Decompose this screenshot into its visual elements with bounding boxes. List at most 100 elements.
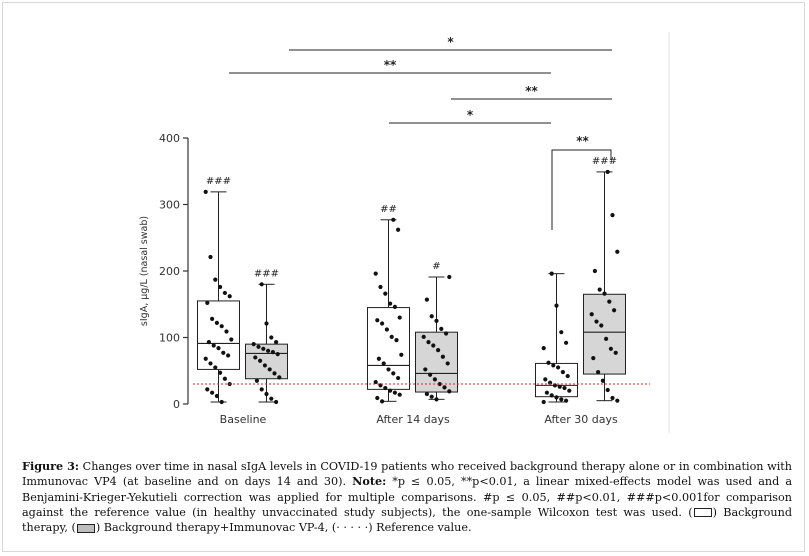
data-point [269,335,274,340]
y-tick-label: 0 [173,398,180,411]
y-tick-label: 200 [159,265,180,278]
data-point [389,334,394,339]
data-point [444,331,449,336]
data-point [554,395,559,400]
data-point [208,361,213,366]
data-point [213,365,218,370]
data-point [224,329,229,334]
data-point [549,393,554,398]
data-point [596,369,601,375]
data-point [208,254,213,260]
significance-bracket [551,149,612,230]
data-point [589,312,594,317]
data-point [264,321,269,326]
data-point [447,389,452,394]
data-point [608,346,614,351]
data-point [557,384,562,389]
data-point [219,399,224,405]
data-point [429,394,434,399]
data-point [258,358,263,363]
data-point [549,271,554,276]
box [415,331,458,393]
data-point [602,291,607,296]
data-point [426,340,431,345]
data-point [437,381,442,387]
figure-label: Figure 3: [22,459,80,473]
data-point [440,354,445,359]
data-point [218,370,223,375]
data-point [613,350,618,355]
reference-annotation: ### [254,268,279,279]
data-point [560,369,566,375]
data-point [226,353,231,358]
data-point [429,314,434,319]
data-point [391,217,396,222]
reference-symbol: · · · · · [336,521,369,535]
reference-annotation: ## [380,204,397,215]
data-point [381,361,386,366]
data-point [218,284,223,290]
data-point [544,390,550,395]
data-point [428,372,433,377]
data-point [219,324,224,329]
data-point [378,284,383,290]
data-point [210,390,215,395]
significance-label: * [467,108,474,122]
reference-annotation: ### [592,156,617,167]
legend-swatch-background [693,508,712,518]
data-point [203,189,208,194]
data-point [591,356,596,361]
data-point [214,393,219,399]
data-point [383,291,388,296]
data-point [392,390,397,395]
significance-label: ** [384,58,397,72]
data-point [376,356,381,361]
reference-annotation: # [432,261,440,272]
y-tick-label: 300 [159,199,180,212]
data-point [373,271,378,276]
data-point [424,297,429,302]
data-point [447,274,452,280]
data-point [610,213,615,218]
data-point [546,360,551,365]
data-point [434,318,439,323]
data-point [592,268,598,274]
data-point [432,377,437,382]
data-point [397,392,402,397]
reference-annotation: ### [206,176,231,187]
data-point [564,398,569,403]
data-point [615,398,620,403]
legend-swatch-combination [76,523,95,533]
data-point [253,355,258,360]
data-point [259,282,264,287]
data-point [270,350,275,355]
data-point [375,395,380,401]
note-label: Note: [352,474,387,489]
data-point [551,363,556,368]
significance-label: ** [525,84,538,98]
data-point [274,340,279,345]
data-point [599,323,604,328]
data-point [434,397,439,402]
data-point [262,363,267,368]
data-point [205,300,210,306]
x-category-label: After 14 days [376,413,450,426]
data-point [384,327,389,332]
data-point [259,387,264,392]
data-point [211,343,216,348]
data-point [424,391,429,397]
data-point [388,388,393,393]
data-point [597,287,602,292]
figure-caption: Figure 3: Changes over time in nasal sIg… [22,459,792,535]
data-point [221,350,226,355]
data-point [615,249,620,254]
data-point [442,385,447,390]
data-point [264,391,269,397]
data-point [594,319,599,324]
data-point [436,348,441,353]
data-point [554,303,559,308]
data-point [607,299,612,304]
data-point [610,395,615,401]
data-point [391,371,396,376]
